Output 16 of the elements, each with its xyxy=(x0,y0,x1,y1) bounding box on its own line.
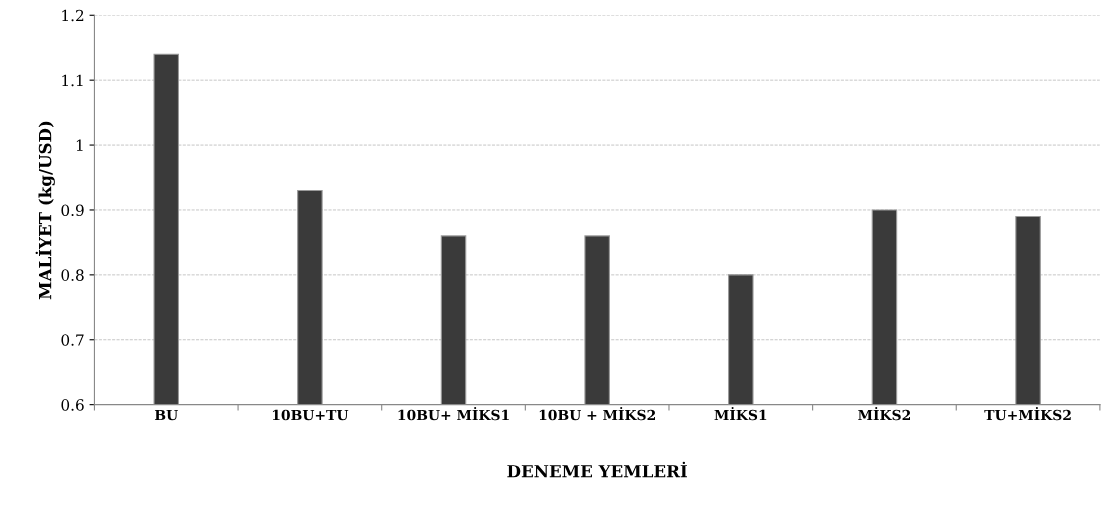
y-tick-label: 1.2 xyxy=(62,9,84,22)
x-tick-label: BU xyxy=(154,409,178,421)
y-axis-title: MALİYET (kg/USD) xyxy=(35,121,55,300)
y-tick-label: 0.6 xyxy=(61,399,84,411)
x-tick-label: TU+MİKS2 xyxy=(984,407,1071,421)
y-tick-label: 0.9 xyxy=(61,204,84,216)
y-tick-label: 0.8 xyxy=(61,269,84,281)
x-tick-label: 10BU + MİKS2 xyxy=(539,407,655,421)
y-tick-label: 1.1 xyxy=(62,74,83,87)
x-tick-label: MİKS2 xyxy=(858,407,911,421)
x-tick-label: MİKS1 xyxy=(714,407,767,421)
y-tick-label: 1 xyxy=(76,139,83,151)
x-tick-label: 10BU+TU xyxy=(272,409,349,421)
y-tick-label: 0.7 xyxy=(61,334,84,346)
x-axis-title: DENEME YEMLERİ xyxy=(507,461,687,478)
x-tick-label: 10BU+ MİKS1 xyxy=(398,407,509,421)
